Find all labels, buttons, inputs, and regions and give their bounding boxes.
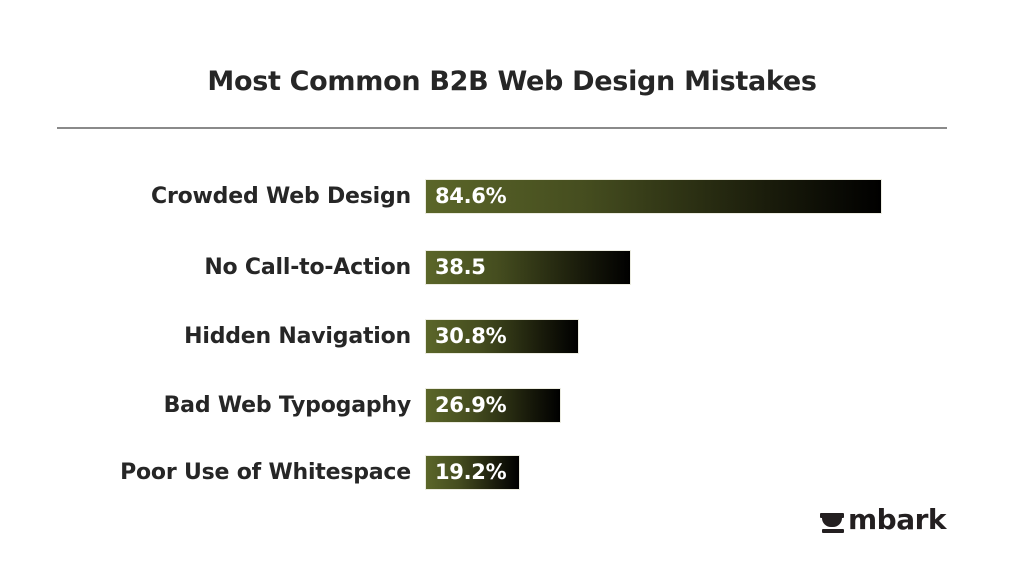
- bar-row: No Call-to-Action 38.5: [0, 251, 1024, 285]
- category-label: Poor Use of Whitespace: [120, 460, 411, 485]
- bar-row: Crowded Web Design 84.6%: [0, 180, 1024, 214]
- bar-value-label: 84.6%: [435, 184, 507, 208]
- bar: 38.5: [426, 251, 630, 284]
- bar-value-label: 38.5: [435, 255, 486, 279]
- bar: 84.6%: [426, 180, 881, 213]
- bar-value-label: 26.9%: [435, 393, 507, 417]
- title-divider: [57, 127, 947, 129]
- category-label: Hidden Navigation: [184, 324, 411, 349]
- logo-wordmark: mbark: [848, 502, 947, 536]
- bar-row: Poor Use of Whitespace 19.2%: [0, 456, 1024, 490]
- bar: 19.2%: [426, 456, 519, 489]
- bar: 30.8%: [426, 320, 578, 353]
- category-label: Crowded Web Design: [151, 184, 411, 209]
- chart-title: Most Common B2B Web Design Mistakes: [207, 66, 817, 97]
- category-label: No Call-to-Action: [204, 255, 411, 280]
- bar-value-label: 19.2%: [435, 460, 507, 484]
- category-label: Bad Web Typogaphy: [163, 393, 412, 418]
- bar-row: Bad Web Typogaphy 26.9%: [0, 389, 1024, 423]
- bar-row: Hidden Navigation 30.8%: [0, 320, 1024, 354]
- bar: 26.9%: [426, 389, 560, 422]
- bar-value-label: 30.8%: [435, 324, 507, 348]
- embark-logo: mbark: [820, 502, 947, 536]
- embark-e-glyph-icon: [820, 510, 846, 533]
